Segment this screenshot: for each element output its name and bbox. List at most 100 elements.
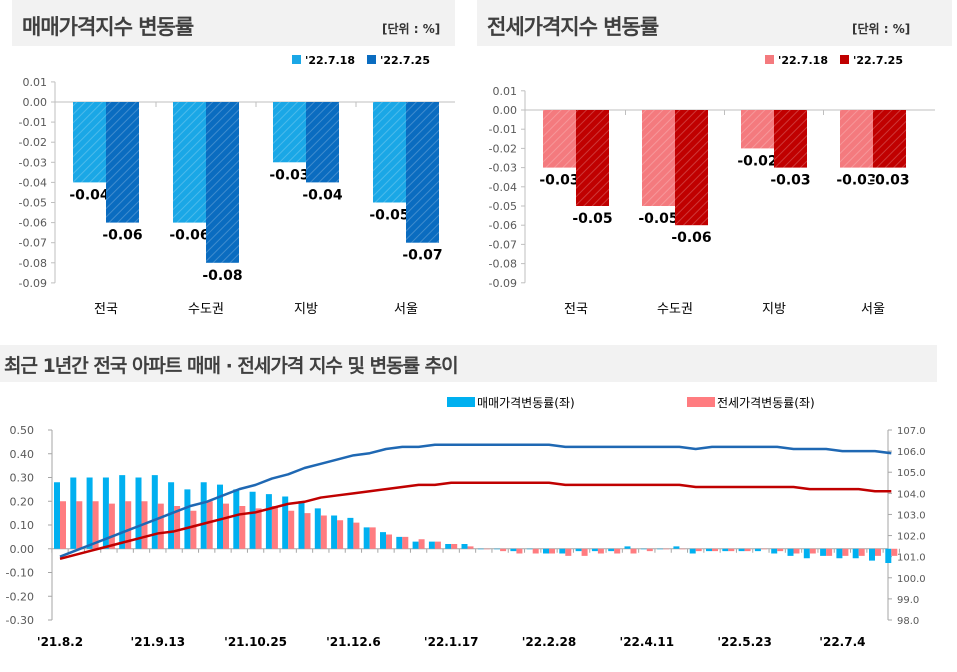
jeonse-chart-title: 전세가격지수 변동률 xyxy=(487,15,659,39)
jeonse-change-bar xyxy=(174,506,181,549)
sale-change-bar xyxy=(771,548,778,554)
sale-change-bar xyxy=(135,477,142,549)
jeonse-change-bar xyxy=(565,548,572,556)
sale-change-bar xyxy=(184,489,191,549)
sale-change-bar xyxy=(168,482,175,549)
sale-change-bar xyxy=(803,548,810,559)
jeonse-change-bar xyxy=(434,541,441,549)
jeonse-change-bar xyxy=(663,548,670,550)
jeonse-y-tick-label: -0.09 xyxy=(489,277,517,290)
sale-y-tick-label: -0.08 xyxy=(19,257,47,270)
jeonse-legend-label: '22.7.25 xyxy=(853,54,903,67)
jeonse-change-bar xyxy=(288,510,295,549)
sale-change-bar xyxy=(102,477,109,549)
sale-change-bar xyxy=(657,548,664,550)
trend-x-tick-label: '21.12.6 xyxy=(326,635,381,649)
jeonse-change-bar xyxy=(353,522,360,549)
jeonse-change-bar xyxy=(60,501,66,549)
sale-change-bar xyxy=(738,548,745,552)
trend-x-tick-label: '22.4.11 xyxy=(620,635,675,649)
sale-bar-hatch xyxy=(406,102,439,243)
trend-left-tick-label: -0.20 xyxy=(6,590,34,603)
trend-x-tick-label: '21.10.25 xyxy=(224,635,287,649)
jeonse-change-bar xyxy=(728,548,735,552)
sale-data-label: -0.05 xyxy=(369,208,409,224)
jeonse-change-bar xyxy=(679,548,686,550)
trend-left-tick-label: -0.10 xyxy=(6,567,34,580)
jeonse-change-bar xyxy=(826,548,833,556)
sale-data-label: -0.08 xyxy=(202,268,242,284)
trend-left-tick-label: 0.50 xyxy=(10,424,35,437)
sale-change-bar xyxy=(869,548,875,561)
jeonse-legend-swatch xyxy=(840,55,849,64)
sale-data-label: -0.06 xyxy=(169,228,209,244)
sale-change-bar xyxy=(282,496,289,549)
trend-left-tick-label: 0.10 xyxy=(10,519,35,532)
trend-left-tick-label: 0.40 xyxy=(10,448,35,461)
jeonse-y-tick-label: -0.05 xyxy=(489,200,517,213)
jeonse-change-bar xyxy=(157,503,164,549)
jeonse-legend-label: '22.7.18 xyxy=(778,54,828,67)
trend-x-tick-label: '21.8.2 xyxy=(37,635,83,649)
trend-right-tick-label: 105.0 xyxy=(897,468,926,479)
sale-bar-hatch xyxy=(73,102,106,183)
jeonse-y-tick-label: -0.01 xyxy=(489,123,517,136)
sale-y-tick-label: -0.02 xyxy=(19,136,47,149)
jeonse-change-bar xyxy=(320,515,327,549)
sale-chart-unit: [단위 : %] xyxy=(382,22,441,36)
trend-x-tick-label: '21.9.13 xyxy=(131,635,186,649)
trend-legend-label: 매매가격변동률(좌) xyxy=(477,396,575,410)
sale-change-bar xyxy=(119,475,126,549)
sale-change-bar xyxy=(331,515,338,549)
sale-bar-hatch xyxy=(273,102,306,163)
trend-left-tick-label: 0.30 xyxy=(10,472,35,485)
trend-right-tick-label: 98.0 xyxy=(897,616,919,627)
sale-change-bar xyxy=(575,548,582,552)
jeonse-change-bar xyxy=(483,548,490,550)
sale-change-bar xyxy=(86,477,93,549)
sale-category-label: 수도권 xyxy=(188,302,224,317)
sale-change-bar xyxy=(624,546,631,549)
sale-change-bar xyxy=(428,541,435,549)
sale-y-tick-label: -0.09 xyxy=(19,277,47,290)
sale-change-bar xyxy=(314,508,321,549)
jeonse-category-label: 지방 xyxy=(762,302,786,317)
jeonse-change-bar xyxy=(418,539,425,549)
sale-change-bar xyxy=(151,475,158,549)
sale-change-bar xyxy=(591,548,598,552)
sale-chart-title-box xyxy=(12,0,455,46)
sale-change-bar xyxy=(526,548,533,550)
jeonse-change-bar xyxy=(646,548,653,552)
jeonse-bar-hatch xyxy=(642,110,675,206)
sale-change-bar xyxy=(885,548,892,563)
jeonse-change-bar xyxy=(369,527,376,549)
sale-change-bar xyxy=(608,548,615,552)
sale-bar-hatch xyxy=(173,102,206,223)
jeonse-change-bar xyxy=(386,534,392,549)
sale-y-tick-label: -0.07 xyxy=(19,237,47,250)
jeonse-change-bar xyxy=(809,548,816,554)
jeonse-change-bar xyxy=(793,548,800,554)
sale-change-bar xyxy=(461,544,468,549)
sale-index-line xyxy=(59,443,892,558)
trend-right-tick-label: 100.0 xyxy=(897,574,926,585)
jeonse-data-label: -0.05 xyxy=(572,211,612,227)
sale-change-bar xyxy=(559,548,566,554)
trend-x-tick-label: '22.5.23 xyxy=(717,635,772,649)
jeonse-y-tick-label: 0.01 xyxy=(493,85,518,98)
jeonse-change-bar xyxy=(76,501,83,549)
jeonse-change-bar xyxy=(500,548,507,552)
sale-change-bar xyxy=(54,482,60,549)
sale-change-bar xyxy=(689,548,696,554)
jeonse-change-bar xyxy=(549,548,555,554)
trend-right-tick-label: 99.0 xyxy=(897,595,919,606)
jeonse-data-label: -0.06 xyxy=(671,230,711,246)
jeonse-change-bar xyxy=(402,536,409,549)
jeonse-data-label: -0.03 xyxy=(869,173,909,189)
jeonse-change-bar xyxy=(630,548,637,554)
trend-x-tick-label: '22.7.4 xyxy=(819,635,865,649)
sale-category-label: 지방 xyxy=(294,302,318,317)
jeonse-y-tick-label: -0.03 xyxy=(489,162,517,175)
jeonse-change-bar xyxy=(239,506,246,549)
sale-change-bar xyxy=(347,517,354,549)
